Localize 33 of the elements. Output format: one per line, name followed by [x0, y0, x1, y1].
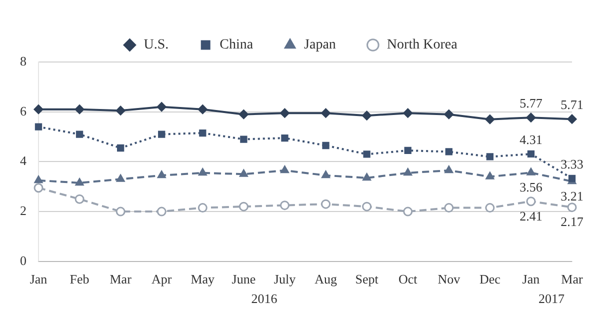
- data-label: 2.17: [560, 214, 584, 230]
- x-tick-label: July: [274, 272, 296, 287]
- legend-label: China: [220, 38, 254, 53]
- x-tick-label: Mar: [110, 272, 132, 287]
- x-tick-label: Jan: [30, 272, 48, 287]
- data-label: 3.56: [520, 180, 543, 195]
- y-tick-label: 6: [20, 103, 27, 118]
- legend-label: Japan: [304, 38, 336, 53]
- data-label: 3.21: [560, 188, 584, 204]
- y-tick-label: 2: [20, 202, 26, 218]
- x-tick-label: Jan: [522, 272, 540, 287]
- x-tick-label: Aug: [314, 272, 338, 287]
- data-label: 2.41: [520, 208, 542, 224]
- data-label: 4.31: [520, 132, 542, 147]
- x-tick-label: Apr: [152, 272, 172, 287]
- data-label: 3.33: [560, 156, 584, 172]
- x-tick-label: June: [232, 272, 256, 287]
- x-tick-label: Mar: [561, 272, 584, 287]
- x-tick-label: Dec: [479, 272, 501, 287]
- data-label: 5.71: [560, 97, 584, 112]
- text: 2017: [538, 290, 565, 306]
- legend-label: U.S.: [144, 38, 169, 53]
- x-tick-label: Feb: [70, 272, 90, 287]
- x-tick-label: Sept: [355, 272, 379, 287]
- text: 2016: [251, 290, 278, 306]
- x-tick-label: Nov: [438, 272, 461, 287]
- y-tick-label: 4: [20, 153, 27, 168]
- x-tick-label: May: [190, 272, 216, 287]
- x-tick-label: Oct: [398, 272, 418, 287]
- y-tick-label: 0: [20, 252, 26, 268]
- legend-label: North Korea: [386, 38, 458, 53]
- data-label: 5.77: [520, 96, 543, 111]
- y-tick-label: 8: [20, 53, 26, 68]
